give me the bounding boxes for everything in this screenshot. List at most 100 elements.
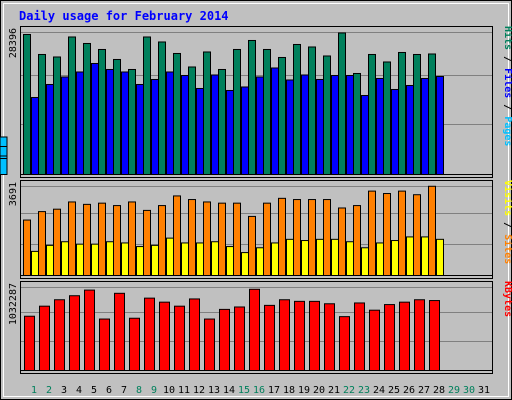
bar-hits-day-16 (248, 39, 256, 175)
bar-kbytes-day-11 (174, 305, 185, 371)
bar-sites-day-26 (398, 190, 406, 276)
bar-sites-day-17 (263, 202, 271, 276)
bar-hits-day-18 (278, 56, 286, 175)
bar-visits-day-18 (286, 238, 294, 276)
x-tick-label: 9 (151, 385, 157, 396)
x-tick-label: 22 (343, 385, 355, 396)
bar-files-day-8 (136, 83, 144, 175)
bar-visits-day-28 (436, 238, 444, 276)
bar-sites-day-25 (383, 193, 391, 276)
bar-files-day-7 (121, 71, 129, 175)
legend-item-kbytes: KBytes (502, 281, 512, 317)
x-tick-label: 1 (31, 385, 37, 396)
bar-files-day-26 (406, 84, 414, 175)
legend-item- /: / (502, 98, 512, 116)
x-tick-label: 11 (178, 385, 190, 396)
bar-sites-day-13 (203, 201, 211, 276)
bar-sites-day-12 (188, 199, 196, 276)
bar-sites-day-9 (143, 209, 151, 276)
bar-files-day-15 (241, 86, 249, 175)
x-tick-label: 14 (223, 385, 235, 396)
bar-sites-day-10 (158, 205, 166, 276)
bar-hits-day-15 (233, 48, 241, 175)
x-tick-label: 18 (283, 385, 295, 396)
legend: Visits / Sites (502, 180, 512, 264)
bar-files-day-27 (421, 77, 429, 175)
bar-kbytes-day-4 (69, 295, 80, 371)
bar-sites-day-16 (248, 215, 256, 277)
bar-visits-day-22 (346, 241, 354, 277)
bar-kbytes-day-1 (24, 315, 35, 371)
legend: Hits / Files / Pages (502, 26, 512, 146)
bar-visits-day-24 (376, 242, 384, 276)
bar-sites-day-20 (308, 199, 316, 276)
bar-kbytes-day-5 (84, 289, 95, 372)
bar-kbytes-day-22 (339, 316, 350, 372)
bar-hits-day-12 (188, 66, 196, 175)
bar-hits-day-17 (263, 48, 271, 175)
bar-hits-day-24 (368, 53, 376, 176)
x-tick-label: 12 (193, 385, 205, 396)
bar-kbytes-day-27 (414, 299, 425, 371)
x-tick-label: 7 (121, 385, 127, 396)
bar-kbytes-day-12 (189, 298, 200, 371)
bar-hits-day-25 (383, 61, 391, 175)
x-tick-label: 2 (46, 385, 52, 396)
x-tick-label: 23 (358, 385, 370, 396)
bar-files-day-17 (271, 67, 279, 175)
x-tick-label: 6 (106, 385, 112, 396)
bar-hits-day-23 (353, 72, 361, 175)
bar-kbytes-day-26 (399, 301, 410, 372)
bar-hits-day-14 (218, 68, 226, 175)
x-tick-label: 19 (298, 385, 310, 396)
bar-hits-day-7 (113, 58, 121, 175)
x-tick-label: 3 (61, 385, 67, 396)
bar-sites-day-4 (68, 201, 76, 276)
bar-pages-day-28 (0, 157, 8, 175)
x-tick-label: 15 (238, 385, 250, 396)
legend-item-pages: Pages (502, 116, 512, 146)
bar-files-day-24 (376, 77, 384, 175)
bar-kbytes-day-2 (39, 305, 50, 371)
bar-visits-day-1 (31, 250, 39, 277)
x-tick-label: 29 (448, 385, 460, 396)
bar-hits-day-20 (308, 46, 316, 175)
bar-kbytes-day-15 (234, 306, 245, 371)
bar-visits-day-21 (331, 238, 339, 276)
bar-files-day-11 (181, 74, 189, 175)
bar-visits-day-13 (211, 241, 219, 277)
bar-hits-day-1 (23, 33, 31, 175)
bar-kbytes-day-25 (384, 304, 395, 371)
chart-title: Daily usage for February 2014 (19, 9, 229, 23)
bar-hits-day-9 (143, 36, 151, 175)
bar-files-day-2 (46, 83, 54, 175)
bar-kbytes-day-13 (204, 318, 215, 371)
bar-kbytes-day-16 (249, 288, 260, 371)
bar-hits-day-3 (53, 56, 61, 175)
bar-hits-day-2 (38, 53, 46, 176)
bar-sites-day-28 (428, 185, 436, 276)
x-tick-label: 10 (163, 385, 175, 396)
bar-visits-day-5 (91, 243, 99, 277)
bar-kbytes-day-3 (54, 299, 65, 371)
bar-hits-day-6 (98, 48, 106, 175)
bar-kbytes-day-23 (354, 302, 365, 371)
kbytes-panel: 1032287 KBytes (8, 281, 512, 374)
bar-files-day-20 (316, 78, 324, 175)
legend-item-visits: Visits (502, 180, 512, 216)
bar-files-day-12 (196, 87, 204, 175)
bar-files-day-1 (31, 96, 39, 175)
bar-sites-day-21 (323, 199, 331, 276)
bar-kbytes-day-28 (429, 300, 440, 371)
legend-item-files: Files (502, 68, 512, 98)
y-max-label: 1032287 (8, 283, 19, 325)
bar-sites-day-3 (53, 208, 61, 277)
bar-kbytes-day-9 (144, 297, 155, 372)
x-tick-label: 16 (253, 385, 265, 396)
bar-kbytes-day-6 (99, 318, 110, 371)
bar-kbytes-day-10 (159, 301, 170, 372)
bar-sites-day-2 (38, 211, 46, 277)
bar-files-day-25 (391, 88, 399, 175)
bar-visits-day-2 (46, 244, 54, 276)
bar-sites-day-22 (338, 207, 346, 276)
